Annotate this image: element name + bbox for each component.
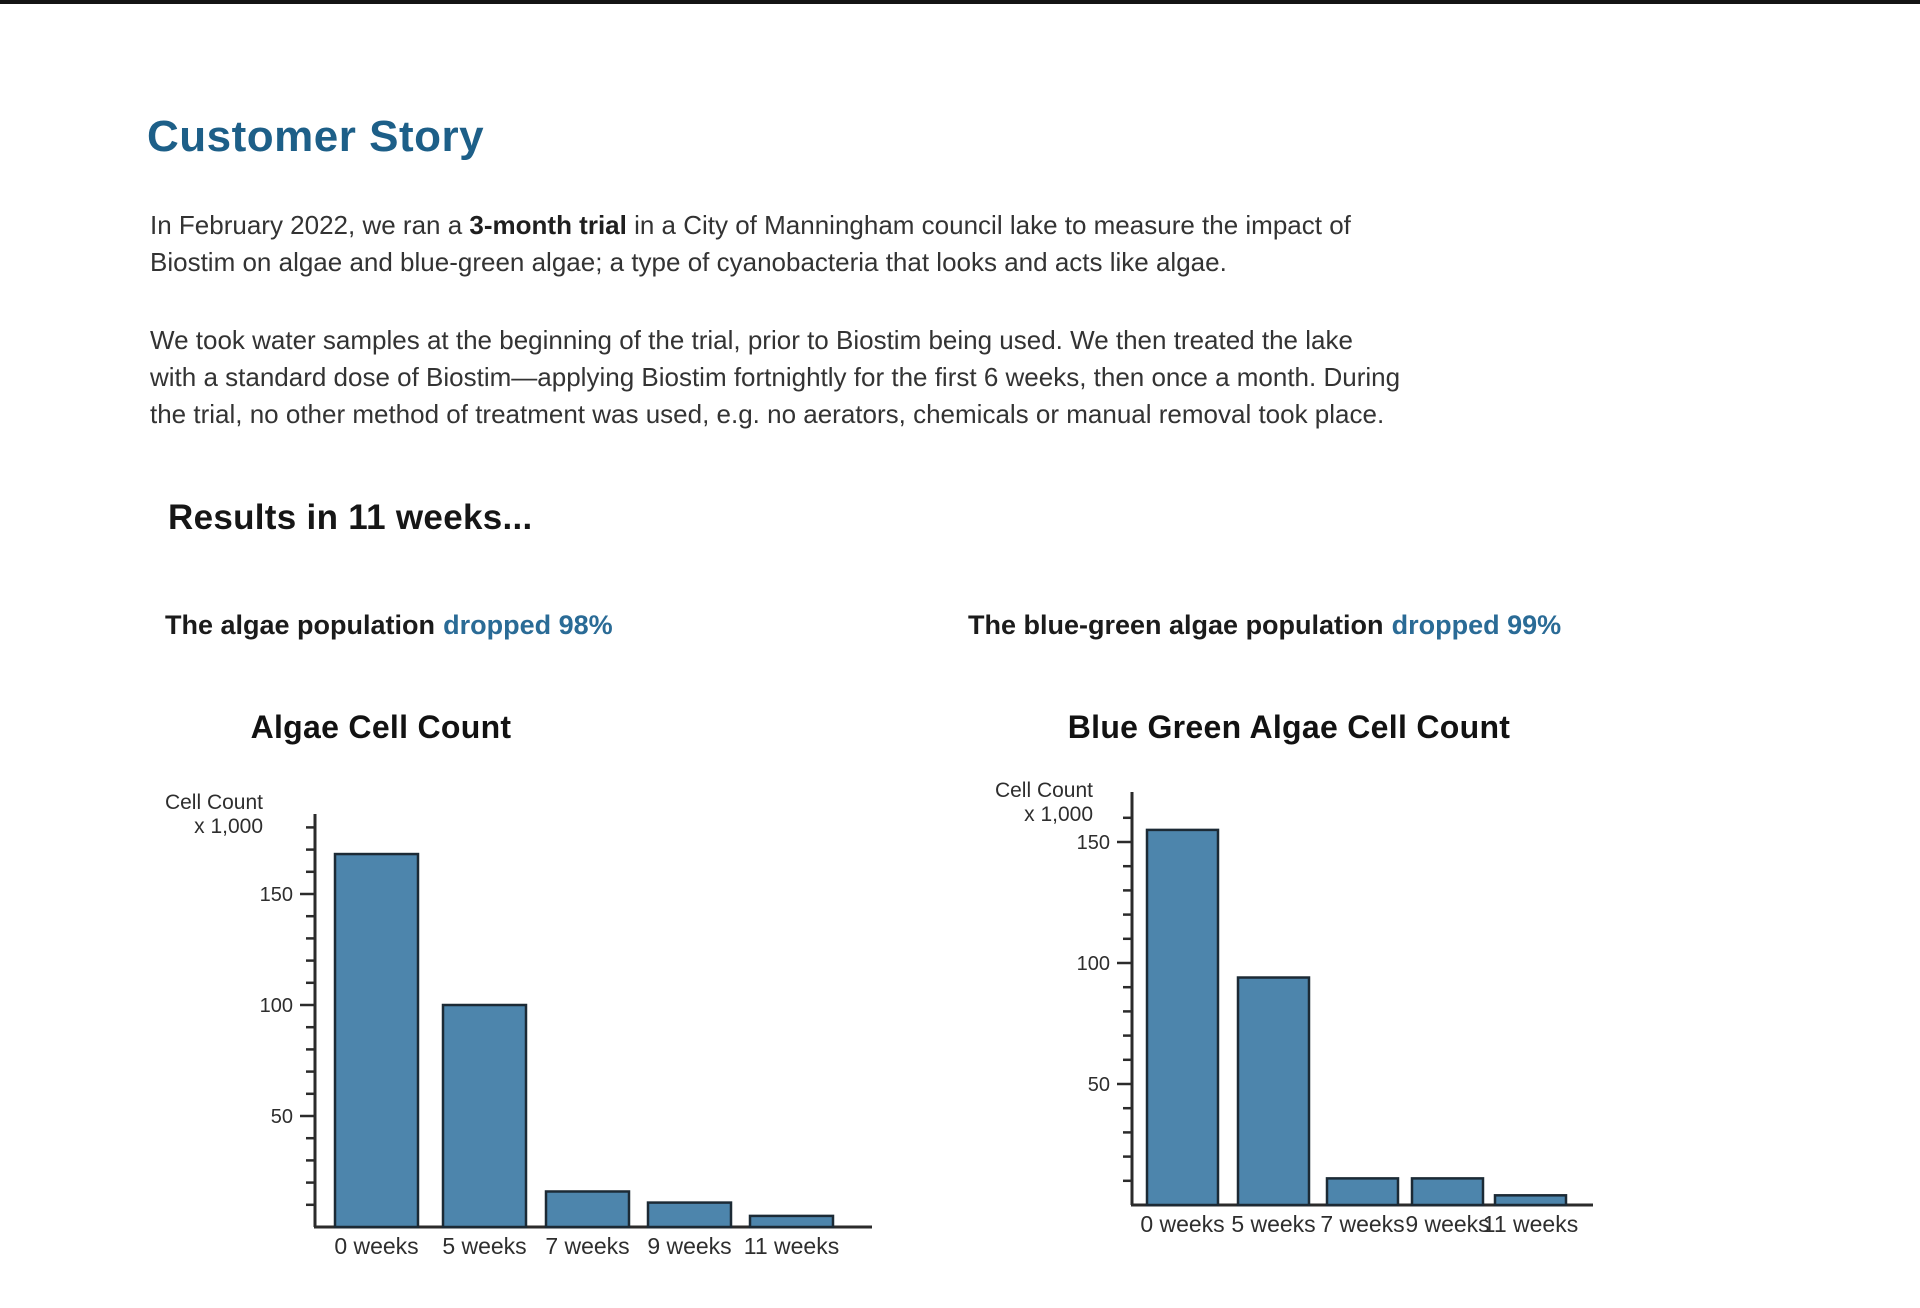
page-title: Customer Story (147, 112, 485, 161)
results-heading: Results in 11 weeks... (168, 498, 533, 537)
x-label-0-weeks: 0 weeks (1140, 1211, 1224, 1237)
bar-11-weeks (1493, 1194, 1568, 1207)
intro-paragraph-1-pre: In February 2022, we ran a (150, 210, 470, 240)
y-axis-title-line1: Cell Count (995, 779, 1093, 802)
y-axis-title-line2: x 1,000 (1024, 803, 1093, 826)
x-label-7-weeks: 7 weeks (1320, 1211, 1404, 1237)
bar-7-weeks (1325, 1177, 1400, 1207)
blue-green-chart-title: Blue Green Algae Cell Count (1067, 709, 1511, 745)
y-tick-label: 150 (1077, 832, 1110, 854)
bar-0-weeks (1145, 828, 1220, 1207)
y-axis-title-line1: Cell Count (165, 791, 263, 814)
x-label-5-weeks: 5 weeks (442, 1233, 526, 1259)
x-label-5-weeks: 5 weeks (1231, 1211, 1315, 1237)
intro-paragraph-1-post: in a City of Manningham council lake to … (150, 210, 1351, 277)
algae-caption: The algae population dropped 98% (165, 610, 613, 641)
bar-9-weeks (646, 1201, 733, 1229)
intro-paragraph-1: In February 2022, we ran a 3-month trial… (150, 207, 1710, 281)
x-label-7-weeks: 7 weeks (545, 1233, 629, 1259)
x-label-9-weeks: 9 weeks (647, 1233, 731, 1259)
algae-chart-title: Algae Cell Count (250, 709, 512, 745)
bar-5-weeks (441, 1003, 528, 1229)
y-tick-label: 150 (260, 884, 293, 906)
bar-7-weeks (544, 1190, 631, 1229)
y-tick-label: 100 (1077, 953, 1110, 975)
x-label-11-weeks: 11 weeks (1483, 1211, 1578, 1237)
intro-paragraph-2: We took water samples at the beginning o… (150, 325, 1401, 429)
blue-green-caption: The blue-green algae population dropped 9… (968, 610, 1561, 641)
bar-5-weeks (1236, 976, 1311, 1207)
bar-9-weeks (1410, 1177, 1485, 1207)
blue-green-caption-text: The blue-green algae population (968, 610, 1384, 640)
x-label-11-weeks: 11 weeks (744, 1233, 839, 1259)
y-tick-label: 50 (1088, 1074, 1110, 1096)
y-axis-title-line2: x 1,000 (194, 815, 263, 838)
y-tick-label: 50 (271, 1106, 293, 1128)
algae-caption-text: The algae population (165, 610, 436, 640)
x-label-9-weeks: 9 weeks (1405, 1211, 1489, 1237)
bar-0-weeks (333, 852, 420, 1229)
bar-11-weeks (748, 1214, 835, 1229)
intro-paragraph-1-bold: 3-month trial (469, 210, 627, 240)
y-tick-label: 100 (260, 995, 293, 1017)
algae-caption-highlight: dropped 98% (443, 610, 613, 640)
x-label-0-weeks: 0 weeks (334, 1233, 418, 1259)
blue-green-caption-highlight: dropped 99% (1391, 610, 1562, 640)
